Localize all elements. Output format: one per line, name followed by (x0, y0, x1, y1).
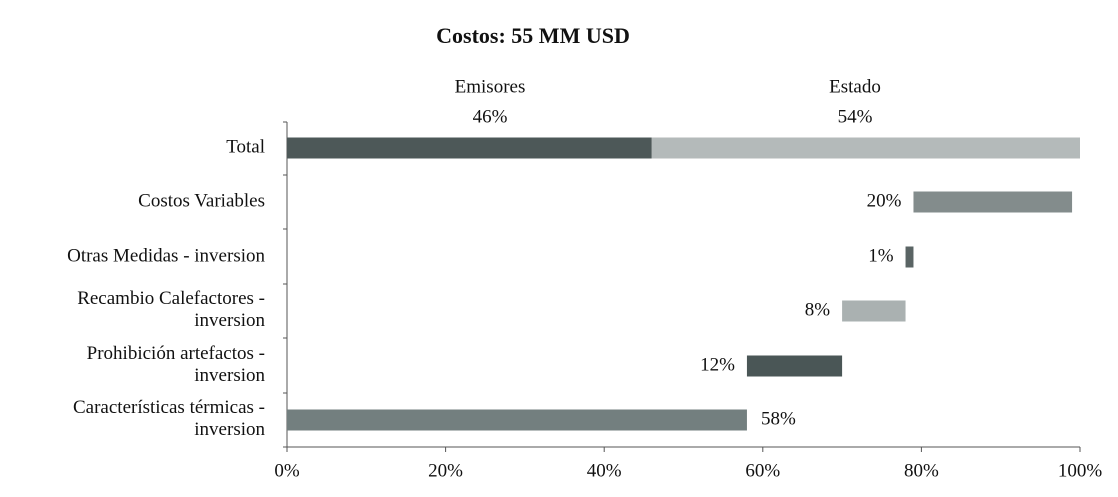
x-tick-label: 80% (904, 460, 939, 481)
chart-title: Costos: 55 MM USD (436, 23, 630, 48)
x-tick-label: 0% (274, 460, 300, 481)
value-label: 12% (700, 354, 735, 375)
segment-name: Emisores (455, 76, 526, 97)
x-tick-label: 40% (587, 460, 622, 481)
segment-name: Estado (829, 76, 881, 97)
value-label: 8% (805, 299, 831, 320)
total-bar (651, 137, 1080, 159)
bar (905, 246, 914, 268)
x-tick-label: 60% (745, 460, 780, 481)
value-label: 1% (868, 245, 894, 266)
value-label: 54% (838, 106, 873, 127)
bar (746, 355, 843, 377)
value-label: 20% (867, 190, 902, 211)
x-tick-label: 100% (1058, 460, 1103, 481)
value-label: 58% (761, 408, 796, 429)
total-bar (287, 137, 652, 159)
category-label: Otras Medidas - inversion (67, 245, 265, 266)
x-tick-label: 20% (428, 460, 463, 481)
bar (842, 300, 906, 322)
category-label: Total (226, 136, 265, 157)
category-label: Recambio Calefactores -inversion (77, 288, 265, 331)
value-label: 46% (473, 106, 508, 127)
bar (913, 191, 1073, 213)
category-label: Características térmicas -inversion (73, 397, 266, 440)
bar (287, 409, 747, 431)
category-label: Costos Variables (138, 190, 265, 211)
category-label: Prohibición artefactos -inversion (87, 343, 266, 386)
